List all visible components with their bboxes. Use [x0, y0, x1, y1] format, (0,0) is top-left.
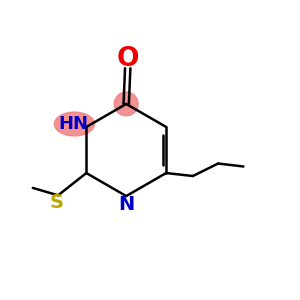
Text: N: N	[118, 195, 134, 214]
Text: O: O	[116, 46, 139, 72]
Circle shape	[114, 92, 138, 116]
Ellipse shape	[54, 112, 94, 136]
Text: HN: HN	[58, 115, 88, 133]
Text: S: S	[50, 193, 64, 212]
